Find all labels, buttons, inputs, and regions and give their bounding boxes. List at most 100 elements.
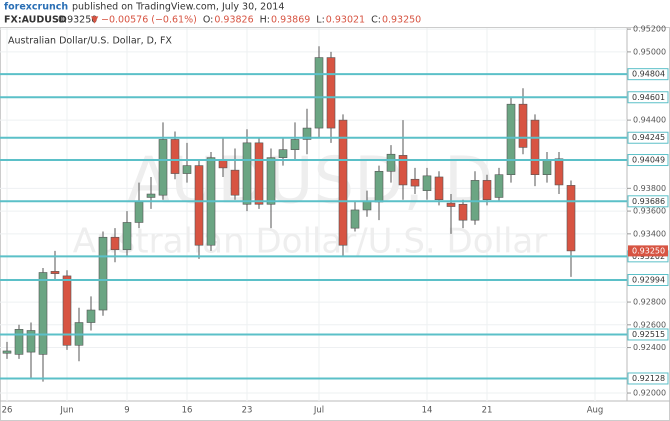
y-tick-label: 0.92600 <box>633 320 666 329</box>
ohlc-label: C: <box>371 15 381 26</box>
candle-body <box>566 185 576 252</box>
candle-body <box>410 178 420 187</box>
symbol: FX:AUDUSD <box>4 15 67 26</box>
y-tick-label: 0.92800 <box>633 298 666 307</box>
candle-body <box>530 119 540 175</box>
ohlc-value: 0.93869 <box>271 15 310 26</box>
y-tick-label: 0.93600 <box>633 207 666 216</box>
x-tick-label: Jul <box>313 406 324 416</box>
candle-body <box>278 149 288 158</box>
level-label-box <box>627 195 669 208</box>
candle-body <box>542 159 552 175</box>
candle-body <box>506 103 516 175</box>
candle-body <box>98 236 108 311</box>
level-label: 0.94245 <box>632 133 665 142</box>
level-label: 0.92128 <box>632 374 665 383</box>
candle-body <box>146 193 156 198</box>
level-label: 0.94601 <box>632 93 665 102</box>
candle-body <box>242 142 252 205</box>
level-label: 0.94049 <box>632 156 665 165</box>
candle-body <box>182 165 192 174</box>
change: −0.00576 (−0.61%) <box>101 15 197 26</box>
candle-body <box>470 180 480 221</box>
candle-body <box>518 103 528 148</box>
level-label: 0.93686 <box>632 197 665 206</box>
watermark: Australian Dollar/U.S. Dollar <box>73 222 547 262</box>
candle-body <box>398 155 408 186</box>
candle-body <box>170 139 180 174</box>
author[interactable]: forexcrunch <box>4 2 68 13</box>
chart-title: Australian Dollar/U.S. Dollar, D, FX <box>8 36 172 47</box>
watermark: AUDUSD, D <box>127 145 494 219</box>
candle-body <box>2 350 12 354</box>
level-label: 0.92994 <box>632 276 665 285</box>
level-label: 0.94804 <box>632 70 665 79</box>
level-label-box <box>627 328 669 341</box>
candle-body <box>62 275 72 346</box>
candle-body <box>302 127 312 140</box>
x-tick-label: Aug <box>587 406 604 416</box>
candle-body <box>158 139 168 196</box>
symbol-line: FX:AUDUSD 0.93250 ▼ −0.00576 (−0.61%) O:… <box>4 15 421 26</box>
candle-body <box>314 57 324 129</box>
candle-body <box>218 159 228 169</box>
candle-body <box>50 271 60 274</box>
level-label-box <box>627 68 669 81</box>
candle-body <box>386 153 396 172</box>
candle-body <box>86 309 96 323</box>
candle-body <box>374 170 384 203</box>
x-tick-label: 26 <box>2 406 13 416</box>
y-tick-label: 0.95200 <box>633 25 666 34</box>
x-tick-label: 23 <box>242 406 253 416</box>
last-price-label: 0.93250 <box>632 246 665 255</box>
x-tick-label: 16 <box>182 406 193 416</box>
candle-body <box>350 209 360 229</box>
candle-body <box>110 236 120 251</box>
candle-body <box>266 157 276 205</box>
ohlc-label: L: <box>316 15 325 26</box>
candle-body <box>482 180 492 201</box>
y-tick-label: 0.92000 <box>633 389 666 398</box>
candle-body <box>122 222 132 251</box>
x-tick-label: 21 <box>482 406 493 416</box>
ohlc-value: 0.93826 <box>214 15 253 26</box>
plot <box>0 46 627 382</box>
level-label-box <box>627 154 669 167</box>
y-tick-label: 0.93400 <box>633 229 666 238</box>
candle-body <box>230 169 240 196</box>
ohlc-value: 0.93021 <box>326 15 365 26</box>
level-label-box <box>627 372 669 385</box>
candle-body <box>26 330 36 353</box>
candle-body <box>458 203 468 221</box>
ohlc-label: H: <box>260 15 270 26</box>
candle-body <box>290 139 300 150</box>
last: 0.93250 <box>58 15 97 26</box>
y-tick-label: 0.95000 <box>633 47 666 56</box>
candle-body <box>554 158 564 186</box>
candle-body <box>194 165 204 246</box>
level-label-box <box>627 91 669 104</box>
candle-body <box>422 175 432 191</box>
candle-body <box>326 57 336 129</box>
candle-body <box>14 329 24 355</box>
published: published on TradingView.com, July 30, 2… <box>72 2 284 13</box>
ohlc-value: 0.93250 <box>382 15 421 26</box>
price-axis: 0.95200 0.95000 0.94400 0.93800 0.93600 0.934… <box>2 25 669 416</box>
last-price-box <box>628 245 668 257</box>
level-label: 0.92515 <box>632 330 665 339</box>
candle-body <box>434 176 444 201</box>
level-label-box <box>627 131 669 144</box>
grid <box>0 28 627 401</box>
candle-body <box>134 201 144 223</box>
candle-body <box>494 174 504 198</box>
x-tick-label: 14 <box>422 406 433 416</box>
candle-body <box>38 272 48 355</box>
level-label-box <box>627 274 669 287</box>
arrow: ▼ <box>91 15 99 26</box>
x-tick-label: 9 <box>124 406 129 416</box>
candle-body <box>446 202 456 207</box>
candle-body <box>338 119 348 246</box>
x-tick-label: Jun <box>59 406 73 416</box>
y-tick-label: 0.92400 <box>633 343 666 352</box>
